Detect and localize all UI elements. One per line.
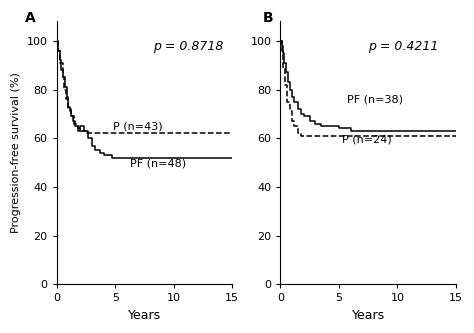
- Text: PF (n=38): PF (n=38): [347, 95, 403, 105]
- X-axis label: Years: Years: [128, 309, 161, 322]
- Text: A: A: [25, 11, 36, 25]
- Text: PF (n=48): PF (n=48): [130, 158, 187, 168]
- Text: B: B: [263, 11, 273, 25]
- Text: P (n=24): P (n=24): [342, 135, 392, 145]
- Text: P (n=43): P (n=43): [113, 121, 163, 131]
- Text: p = 0.8718: p = 0.8718: [153, 40, 224, 53]
- Text: p = 0.4211: p = 0.4211: [368, 40, 438, 53]
- X-axis label: Years: Years: [352, 309, 385, 322]
- Y-axis label: Progression-free survival (%): Progression-free survival (%): [11, 72, 21, 233]
